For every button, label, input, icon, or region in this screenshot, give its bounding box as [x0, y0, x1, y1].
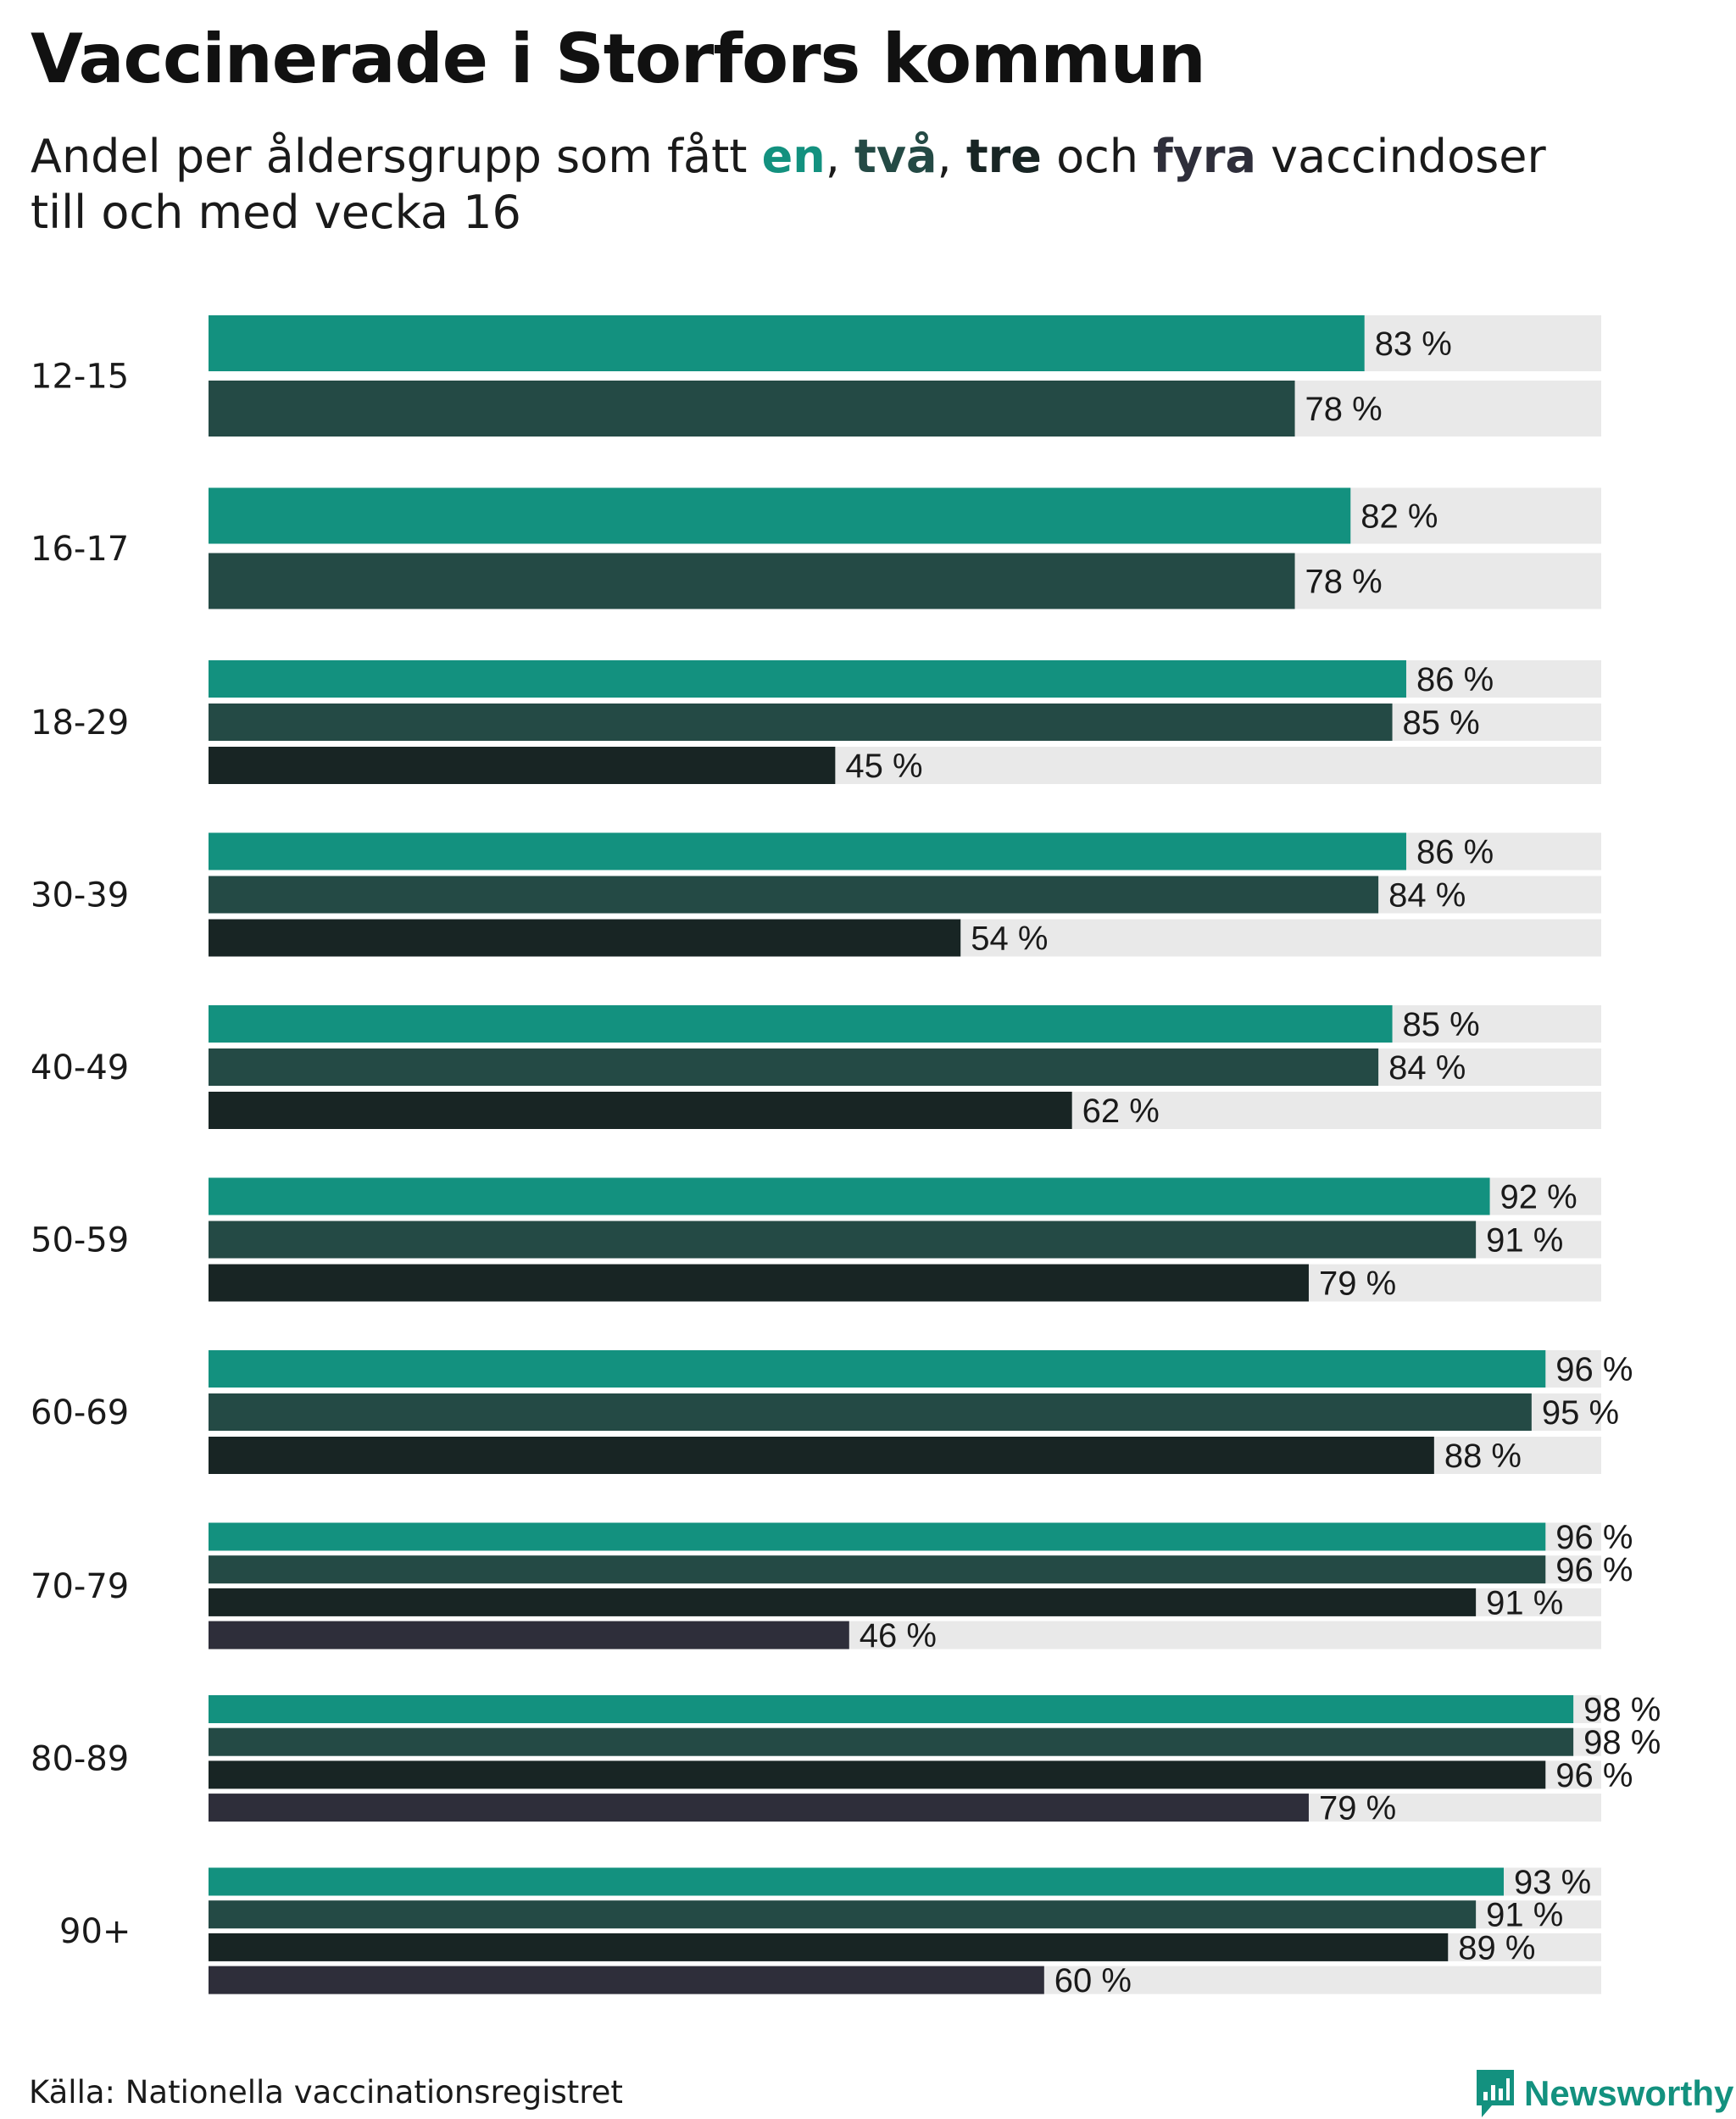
data-label: 86 % — [1416, 834, 1494, 871]
bar-dose-three — [209, 1264, 1309, 1302]
data-label: 46 % — [860, 1617, 937, 1655]
data-label: 91 % — [1486, 1897, 1563, 1934]
chart-title: Vaccinerade i Storfors kommun — [31, 19, 1206, 98]
legend-key-three-doses: tre — [965, 130, 1042, 183]
bar-dose-two — [209, 1221, 1477, 1259]
category-label: 40-49 — [31, 1048, 129, 1087]
data-label: 89 % — [1458, 1929, 1535, 1966]
subtitle-prefix: Andel per åldersgrupp som fått — [31, 130, 762, 183]
data-label: 96 % — [1555, 1519, 1633, 1556]
category-label: 60-69 — [31, 1393, 129, 1432]
bar-dose-three — [209, 1092, 1072, 1129]
data-label: 84 % — [1388, 1049, 1466, 1087]
subtitle-separator: , — [825, 130, 855, 183]
data-label: 96 % — [1555, 1757, 1633, 1794]
legend-key-one-dose: en — [761, 130, 826, 183]
subtitle-separator: och — [1041, 130, 1154, 183]
subtitle-line2: till och med vecka 16 — [31, 186, 521, 239]
data-label: 54 % — [971, 920, 1048, 958]
category-label: 18-29 — [31, 704, 129, 742]
bar-dose-one — [209, 1177, 1490, 1215]
bar-dose-one — [209, 315, 1365, 371]
bar-dose-three — [209, 747, 836, 784]
bar-dose-three — [209, 1933, 1449, 1961]
bar-dose-two — [209, 876, 1379, 914]
bar-dose-two — [209, 1048, 1379, 1086]
bar-dose-four — [209, 1966, 1044, 1994]
data-label: 62 % — [1082, 1093, 1160, 1130]
data-label: 96 % — [1555, 1351, 1633, 1388]
bar-dose-three — [209, 1437, 1434, 1474]
brand-name: Newsworthy — [1524, 2073, 1734, 2113]
data-label: 78 % — [1305, 391, 1383, 428]
source-note: Källa: Nationella vaccinationsregistret — [29, 2074, 623, 2111]
data-label: 82 % — [1360, 498, 1438, 536]
bar-dose-two — [209, 381, 1295, 437]
data-label: 86 % — [1416, 661, 1494, 698]
data-label: 45 % — [845, 748, 922, 785]
legend-key-four-doses: fyra — [1153, 130, 1256, 183]
data-label: 96 % — [1555, 1552, 1633, 1589]
data-label: 91 % — [1486, 1222, 1563, 1260]
bar-dose-one — [209, 1867, 1504, 1896]
bar-chart: 12-15 83 % 78 % 16-17 82 % 78 % 18-29 86 % 85 % 4… — [31, 315, 1661, 1999]
category-label: 30-39 — [31, 876, 129, 915]
chart-subtitle: Andel per åldersgrupp som fått en, två, … — [31, 129, 1641, 241]
bar-dose-two — [209, 1900, 1477, 1929]
category-label: 90+ — [59, 1912, 131, 1951]
bar-dose-one — [209, 487, 1351, 544]
category-label: 70-79 — [31, 1567, 129, 1606]
data-label: 78 % — [1305, 564, 1383, 601]
data-label: 85 % — [1403, 1006, 1480, 1043]
bar-dose-two — [209, 1393, 1532, 1431]
bar-dose-three — [209, 1760, 1546, 1789]
data-label: 93 % — [1514, 1864, 1591, 1901]
data-label: 83 % — [1375, 325, 1452, 363]
data-label: 79 % — [1319, 1265, 1396, 1303]
data-label: 88 % — [1444, 1438, 1522, 1475]
bar-dose-one — [209, 1005, 1393, 1043]
brand-logo: Newsworthy — [1477, 2070, 1733, 2117]
legend-key-two-doses: två — [854, 130, 938, 183]
data-label: 95 % — [1542, 1394, 1619, 1432]
bar-dose-four — [209, 1621, 849, 1649]
bar-dose-two — [209, 1555, 1546, 1584]
bar-dose-two — [209, 553, 1295, 609]
newsworthy-logo-icon — [1477, 2070, 1514, 2117]
bar-dose-three — [209, 919, 961, 957]
bar-dose-one — [209, 832, 1406, 870]
subtitle-suffix: vaccindoser — [1255, 130, 1546, 183]
category-label: 80-89 — [31, 1740, 129, 1779]
bar-dose-one — [209, 1522, 1546, 1551]
category-label: 16-17 — [31, 530, 129, 569]
bar-dose-one — [209, 660, 1406, 698]
data-label: 84 % — [1388, 877, 1466, 915]
category-label: 50-59 — [31, 1221, 129, 1260]
bar-dose-four — [209, 1794, 1309, 1822]
data-label: 91 % — [1486, 1584, 1563, 1621]
bar-dose-one — [209, 1350, 1546, 1388]
data-label: 60 % — [1054, 1962, 1132, 1999]
data-label: 92 % — [1500, 1179, 1577, 1216]
data-label: 98 % — [1583, 1724, 1661, 1761]
bar-dose-two — [209, 704, 1393, 741]
bar-dose-two — [209, 1727, 1574, 1756]
data-label: 85 % — [1403, 704, 1480, 742]
data-label: 79 % — [1319, 1790, 1396, 1827]
bar-dose-three — [209, 1588, 1477, 1616]
data-label: 98 % — [1583, 1692, 1661, 1729]
subtitle-separator: , — [937, 130, 966, 183]
bar-dose-one — [209, 1695, 1574, 1723]
category-label: 12-15 — [31, 358, 129, 397]
